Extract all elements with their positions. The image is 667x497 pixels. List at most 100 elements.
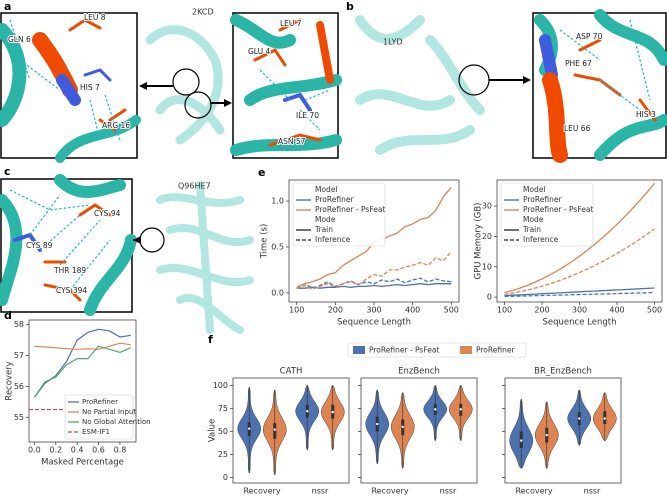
data-line [296,251,452,290]
legend-label: Train [314,225,333,234]
data-line [33,328,131,398]
contact-line [9,19,121,141]
x-axis-label: Sequence Length [337,318,411,328]
y-tick-label: 100 [213,381,228,390]
y-tick-label: 75 [218,404,228,413]
panel-label: b [346,0,354,13]
y-axis-label: GPU Memory (GB) [474,203,484,280]
subplot-title: CATH [280,367,303,377]
arrow-head [224,99,232,107]
arrow-head [523,76,531,84]
x-tick-label: 200 [534,306,549,315]
violin-box [273,423,277,439]
violin-median [273,428,276,431]
x-tick-label: 500 [647,306,662,315]
legend-label: No Global Attention [82,418,151,426]
protein-overview [355,15,485,155]
arrow-head [133,236,141,244]
residue-label: LEU 8 [84,13,106,22]
x-tick-label: 200 [328,306,343,315]
y-tick-label: 50 [218,427,228,436]
violin-median [248,427,251,430]
violin-median [376,422,379,426]
y-axis-label: Recovery [5,361,15,400]
residue-label: CYS 394 [56,286,87,295]
residue-label: ARG 16 [102,121,130,130]
residue-label: THR 189 [53,266,86,275]
y-axis-label: Time (s) [260,224,270,260]
data-line [504,228,655,296]
legend-box [64,394,134,440]
x-tick-label: nssr [584,487,601,496]
y-tick-label: 56 [14,382,24,391]
ribbon [0,23,27,127]
x-axis-label: Masked Percentage [41,458,124,468]
legend-label: Train [522,225,541,234]
x-tick-label: 300 [366,306,381,315]
data-line [504,291,655,298]
data-line [33,345,131,398]
structure-art-a [0,12,342,163]
residue-label: LEU 66 [564,124,591,133]
structure-id: 1LYD [383,38,403,47]
violin-median [331,410,334,414]
x-tick-label: Recovery [371,487,408,496]
ribbon [55,115,141,163]
focus-circle [184,91,212,119]
y-tick-label: 57 [14,351,24,360]
contact-line [559,19,651,111]
data-line [504,287,655,297]
data-line [296,283,452,289]
y-tick-label: 10 [482,262,492,271]
legend-label: ProRefiner [315,195,354,204]
structure-id: 2KCD [192,8,214,17]
residue-label: CYS 94 [94,209,121,218]
legend-label: No Partial Input [82,408,136,416]
legend-title: Model [315,185,338,194]
x-tick-label: 100 [289,306,304,315]
legend-label: ProRefiner - PsFeat [523,205,593,214]
plot-frame [504,377,622,484]
violin-median [578,417,581,420]
residue-label: HIS 3 [636,110,656,119]
x-tick-label: 0.4 [71,446,84,455]
focus-circle [172,68,200,96]
violin-median [520,439,523,442]
residue-label: PHE 67 [565,59,592,68]
ribbon-highlight [316,21,334,84]
legend-title: Mode [315,215,336,224]
data-line [296,277,452,289]
residue-label: GLN 6 [8,35,31,44]
y-tick-label: 1.0 [271,197,284,206]
violin-median [401,425,404,429]
y-tick-label: 0 [487,293,492,302]
y-tick-label: 55 [14,413,24,422]
contact-line [259,69,331,131]
legend-box [347,342,527,358]
y-tick-label: 0 [223,473,228,482]
y-tick-label: 25 [218,450,228,459]
x-tick-label: 300 [572,306,587,315]
residue-label: GLU 4 [248,47,270,56]
x-tick-label: 400 [609,306,624,315]
plot-frame [232,377,350,484]
legend-box [500,182,594,247]
y-tick-label: 30 [482,202,492,211]
residue-label: HIS 7 [80,83,100,92]
arrow-head [139,82,147,90]
y-tick-label: 58 [14,320,24,329]
violin-median [306,409,309,413]
x-tick-label: 0.2 [49,446,62,455]
violin-median [603,417,606,420]
x-tick-label: Recovery [515,487,552,496]
legend-label: Inference [523,235,559,244]
panel-label: e [258,166,265,179]
y-axis-label: Value [208,419,218,442]
residue-label: CYS 89 [26,241,53,250]
x-tick-label: 100 [497,306,512,315]
side-chain [253,18,322,147]
x-tick-label: 500 [444,306,459,315]
panel-label: a [4,0,11,13]
x-tick-label: Recovery [243,487,280,496]
